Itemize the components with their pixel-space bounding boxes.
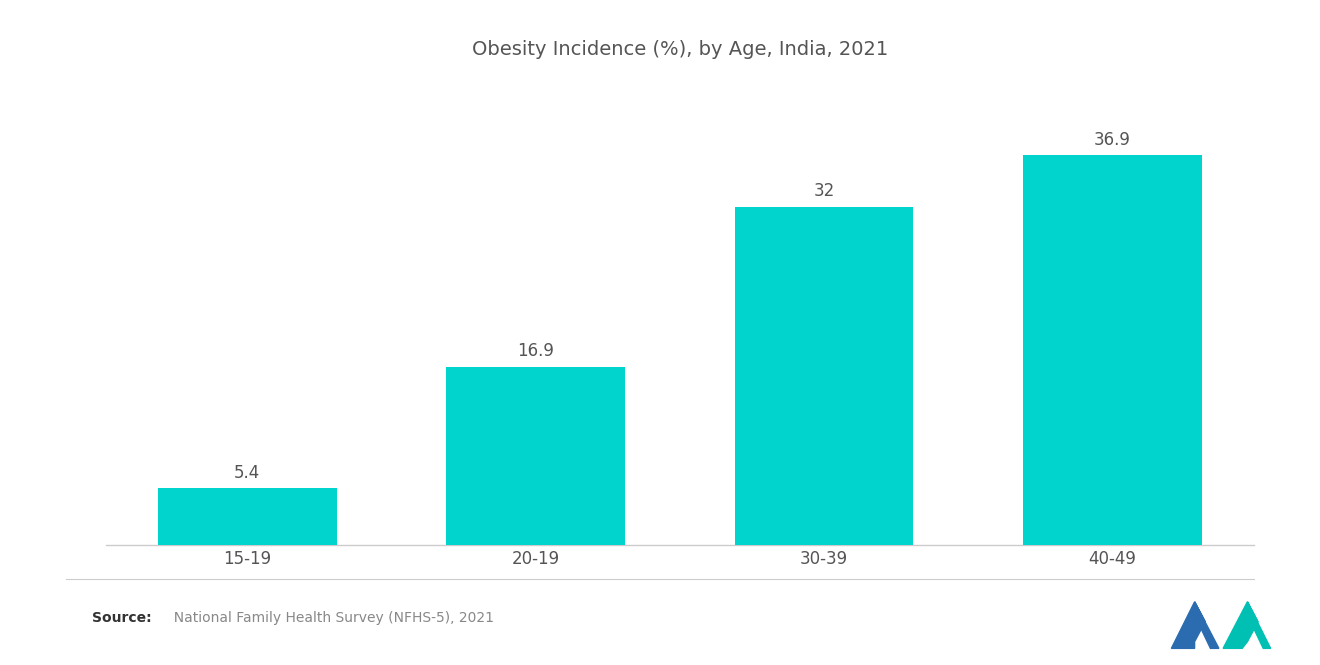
Polygon shape xyxy=(1224,602,1258,648)
Polygon shape xyxy=(1247,602,1271,648)
Text: 16.9: 16.9 xyxy=(517,342,554,360)
Bar xyxy=(446,366,624,545)
Text: 36.9: 36.9 xyxy=(1094,130,1131,148)
Title: Obesity Incidence (%), by Age, India, 2021: Obesity Incidence (%), by Age, India, 20… xyxy=(471,40,888,59)
Polygon shape xyxy=(1195,602,1218,648)
Bar xyxy=(735,207,913,545)
Bar xyxy=(158,488,337,545)
Bar xyxy=(1023,155,1201,545)
Text: National Family Health Survey (NFHS-5), 2021: National Family Health Survey (NFHS-5), … xyxy=(165,611,494,625)
Text: 32: 32 xyxy=(813,182,834,200)
Text: 5.4: 5.4 xyxy=(234,464,260,482)
Polygon shape xyxy=(1171,602,1205,648)
Text: Source:: Source: xyxy=(92,611,152,625)
